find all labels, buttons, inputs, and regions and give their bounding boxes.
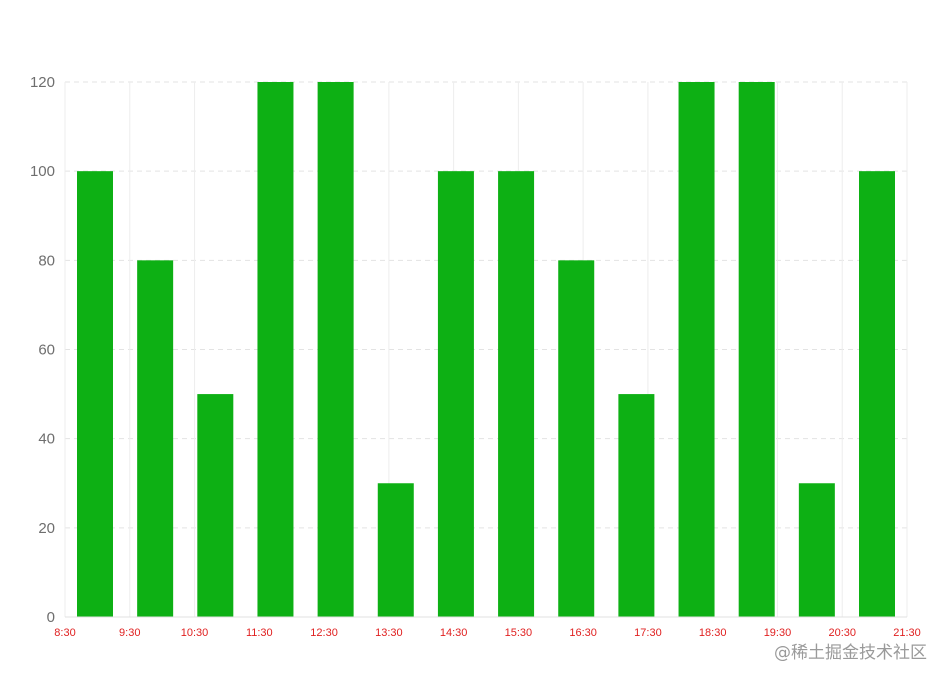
- bar: [859, 171, 895, 617]
- x-tick-label: 18:30: [699, 627, 727, 639]
- bar: [197, 394, 234, 617]
- x-tick-label: 12:30: [310, 627, 338, 639]
- y-tick-label: 0: [47, 609, 55, 626]
- bar: [618, 394, 655, 617]
- x-tick-label: 17:30: [634, 627, 662, 639]
- y-tick-label: 60: [38, 342, 55, 359]
- bar: [377, 483, 414, 617]
- bar: [678, 82, 715, 617]
- bars: [77, 82, 895, 617]
- x-tick-label: 21:30: [893, 627, 921, 639]
- y-axis: 0 20 40 60 80 100 120: [30, 74, 55, 626]
- x-tick-label: 16:30: [569, 627, 597, 639]
- x-tick-label: 10:30: [181, 627, 209, 639]
- x-tick-label: 9:30: [119, 627, 140, 639]
- bar: [558, 260, 595, 617]
- watermark: @稀土掘金技术社区: [774, 643, 927, 663]
- y-tick-label: 20: [38, 520, 55, 537]
- bar: [137, 260, 174, 617]
- y-tick-label: 100: [30, 163, 55, 180]
- bar: [437, 171, 474, 617]
- x-tick-label: 15:30: [505, 627, 533, 639]
- bar: [317, 82, 354, 617]
- x-tick-label: 19:30: [764, 627, 792, 639]
- x-tick-label: 14:30: [440, 627, 468, 639]
- bar: [77, 171, 113, 617]
- x-tick-label: 20:30: [828, 627, 856, 639]
- x-tick-label: 11:30: [246, 627, 273, 639]
- x-axis: 8:30 9:30 10:30 11:30 12:30 13:30 14:30 15:30 16…: [54, 616, 921, 639]
- bar: [798, 483, 835, 617]
- y-tick-label: 80: [38, 252, 55, 269]
- bar: [257, 82, 294, 617]
- bar: [498, 171, 535, 617]
- x-tick-label: 13:30: [375, 627, 403, 639]
- bar: [738, 82, 775, 617]
- y-tick-label: 40: [38, 431, 55, 448]
- y-tick-label: 120: [30, 74, 55, 91]
- x-tick-label: 8:30: [54, 627, 75, 639]
- grid-lines: [64, 81, 908, 617]
